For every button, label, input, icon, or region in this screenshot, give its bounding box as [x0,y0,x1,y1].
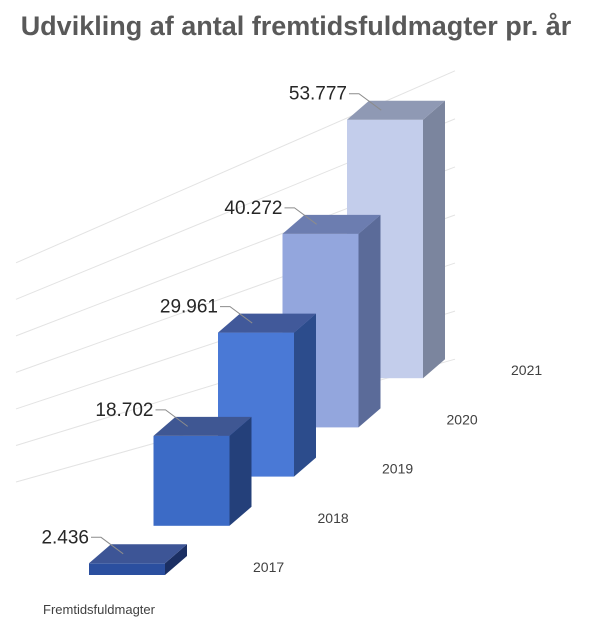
bar-side-2018 [229,416,252,526]
gridlines [15,70,456,483]
bar-top-2018 [153,416,252,436]
bar-2018 [153,416,252,526]
leader-line-2021 [349,93,382,111]
category-labels: 2017 2018 2019 2020 2021 [253,362,542,575]
bar-side-2020 [358,214,381,428]
bar-2017 [89,544,187,575]
data-label-2019: 29.961 [160,297,218,318]
bar-side-2017 [165,544,187,575]
leader-line-2018 [155,409,188,427]
chart-title: Udvikling af antal fremtidsfuldmagter pr… [21,11,572,41]
bar-front-2018 [153,435,230,526]
bar-front-2017 [89,563,165,575]
data-labels: 2.436 18.702 29.961 40.272 53.777 [41,84,382,555]
bar-top-2020 [282,214,381,234]
bar-side-2019 [294,313,316,477]
data-label-2020: 40.272 [224,198,282,219]
leader-line-2019 [220,306,253,324]
data-label-2018: 18.702 [95,400,153,421]
category-label-2017: 2017 [253,559,284,575]
bar-top-2017 [89,544,187,564]
bar-side-2021 [423,100,445,379]
data-label-2021: 53.777 [289,84,347,105]
bar-top-2019 [218,313,316,333]
bars [89,100,445,575]
data-label-2017: 2.436 [41,527,89,548]
bar-top-2021 [347,100,445,120]
category-label-2019: 2019 [382,461,413,477]
leader-line-2020 [284,207,317,225]
category-label-2018: 2018 [318,510,349,526]
leader-line-2017 [91,536,124,555]
category-label-2020: 2020 [447,411,478,427]
category-label-2021: 2021 [511,362,542,378]
series-label: Fremtidsfuldmagter [43,602,156,617]
